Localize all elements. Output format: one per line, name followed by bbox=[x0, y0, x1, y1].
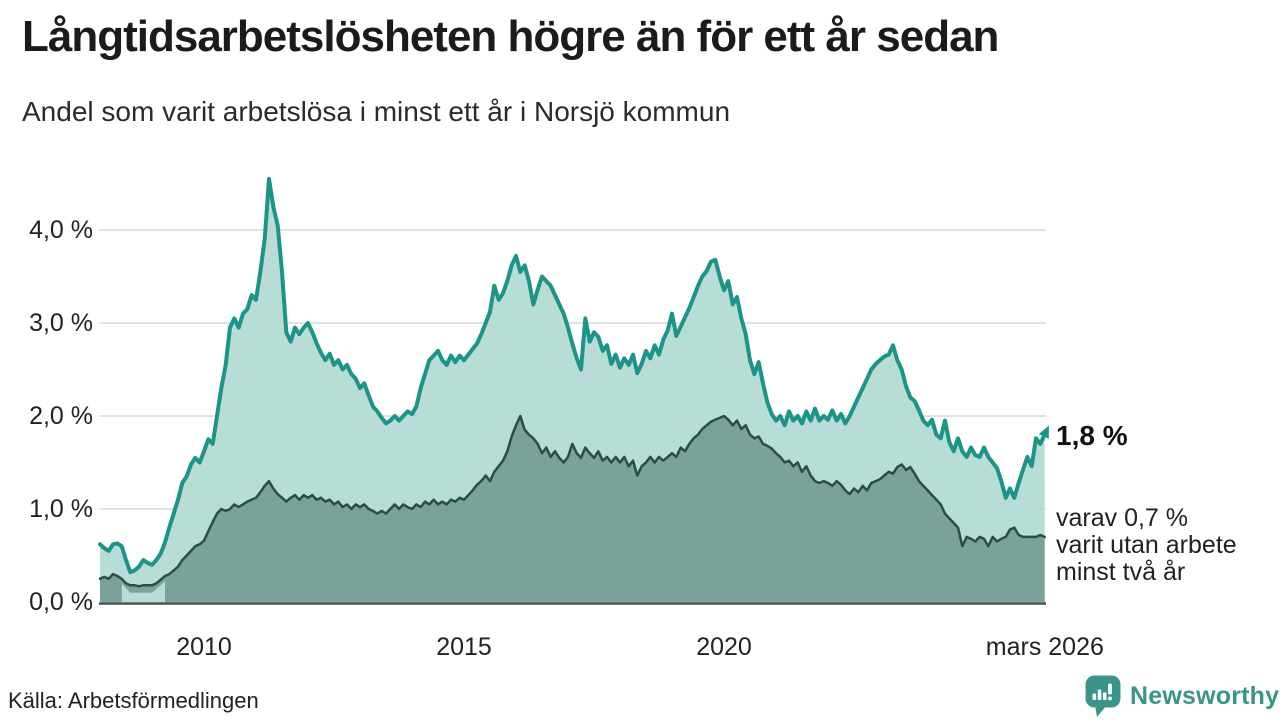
end-arrow-icon bbox=[1038, 425, 1049, 439]
end-sub-line-1: varav 0,7 % bbox=[1056, 504, 1189, 532]
x-axis-tick-label: 2010 bbox=[176, 633, 232, 661]
newsworthy-logo-icon bbox=[1085, 675, 1121, 717]
newsworthy-logo-text: Newsworthy bbox=[1130, 681, 1280, 710]
x-axis-tick-label: 2015 bbox=[436, 633, 492, 661]
end-value-label: 1,8 % bbox=[1056, 420, 1128, 451]
y-axis-tick-label: 3,0 % bbox=[29, 309, 93, 337]
source-attribution: Källa: Arbetsförmedlingen bbox=[8, 688, 259, 713]
two-year-fill-gap bbox=[121, 581, 165, 602]
x-axis-tick-label: mars 2026 bbox=[985, 633, 1104, 661]
end-sub-line-3: minst två år bbox=[1056, 558, 1186, 586]
area-two-year bbox=[100, 416, 1045, 602]
x-axis-tick-label: 2020 bbox=[696, 633, 752, 661]
y-axis-tick-label: 1,0 % bbox=[29, 495, 93, 523]
page-subtitle: Andel som varit arbetslösa i minst ett å… bbox=[22, 96, 731, 127]
line-two-year bbox=[98, 414, 1046, 588]
y-axis-tick-label: 0,0 % bbox=[29, 588, 93, 616]
page-title: Långtidsarbetslösheten högre än för ett … bbox=[22, 12, 999, 61]
end-sub-label: varav 0,7 % varit utan arbete minst två … bbox=[1056, 505, 1237, 586]
y-axis-tick-label: 2,0 % bbox=[29, 402, 93, 430]
y-axis-tick-label: 4,0 % bbox=[29, 216, 93, 244]
end-sub-line-2: varit utan arbete bbox=[1056, 531, 1237, 559]
newsworthy-brand: Newsworthy bbox=[1084, 674, 1279, 718]
line-one-year bbox=[98, 176, 1047, 575]
